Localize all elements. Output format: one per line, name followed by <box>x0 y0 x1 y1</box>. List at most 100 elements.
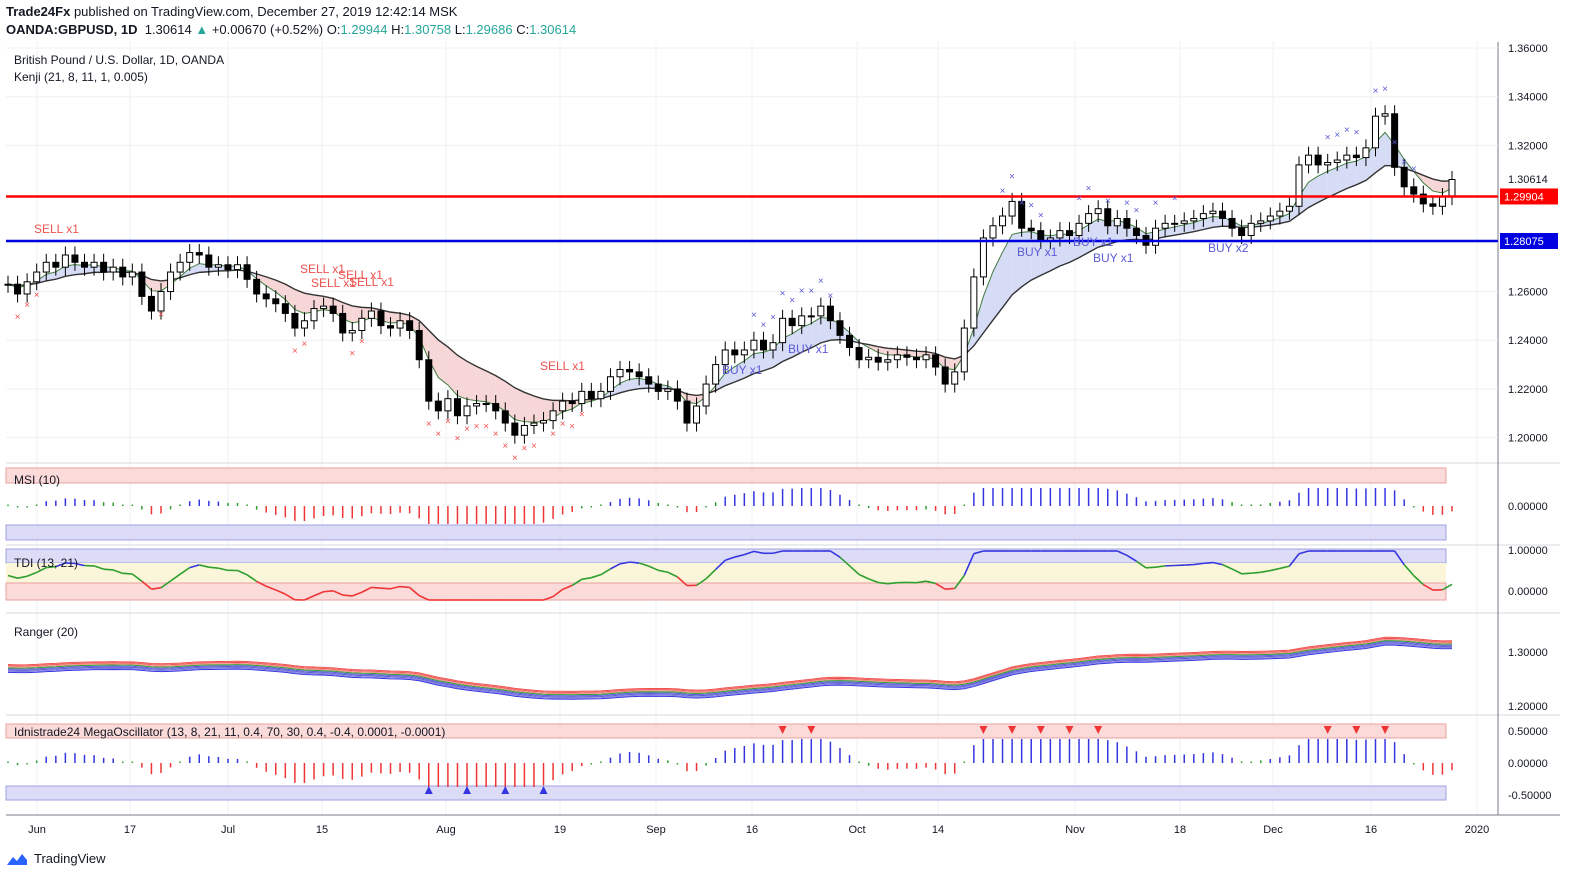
candle-body <box>195 252 203 256</box>
msi-title: MSI (10) <box>14 473 60 487</box>
tdi-line <box>1145 566 1156 569</box>
tdi-line <box>323 590 334 593</box>
candle-body <box>1266 215 1274 222</box>
tdi-line <box>1260 569 1271 574</box>
open-label: O: <box>326 22 341 37</box>
ranger-line <box>7 640 1453 696</box>
candle-body <box>683 400 691 424</box>
tdi-line <box>103 568 114 571</box>
kenji-cloud <box>1059 234 1070 267</box>
time-tick-label: Dec <box>1263 824 1283 836</box>
sell-signal-label: SELL x1 <box>311 276 356 290</box>
candle-body <box>300 320 308 329</box>
osc-tick: -0.50000 <box>1508 790 1551 802</box>
ranger-tick: 1.20000 <box>1508 701 1548 713</box>
candle-body <box>1314 154 1322 166</box>
tdi-line <box>848 565 860 576</box>
tdi-line <box>1422 583 1434 591</box>
osc-lower-band <box>5 785 1447 801</box>
tdi-line <box>371 586 382 589</box>
kenji-cloud <box>294 289 305 314</box>
kenji-cloud <box>1327 167 1338 198</box>
kenji-cloud <box>744 353 754 379</box>
candle-body <box>1171 222 1179 225</box>
tdi-line <box>208 566 219 569</box>
candle-body <box>836 320 844 336</box>
tdi-tick: 1.00000 <box>1508 545 1548 557</box>
sell-marker: × <box>435 429 441 440</box>
tdi-line <box>1393 550 1405 566</box>
kenji-cloud <box>428 330 439 378</box>
kenji-cloud <box>524 392 534 423</box>
osc-sell-triangle <box>1036 726 1045 734</box>
candle-body <box>157 291 165 312</box>
buy-marker: × <box>1172 193 1178 204</box>
candle-body <box>865 356 873 361</box>
sell-marker: × <box>483 422 489 433</box>
candle-body <box>482 403 490 406</box>
candle-body <box>740 349 748 356</box>
kenji-cloud <box>820 317 831 343</box>
kenji-cloud <box>1002 234 1013 308</box>
kenji-cloud <box>514 387 525 422</box>
tdi-line <box>1126 554 1137 562</box>
tdi-line <box>390 585 401 590</box>
sell-marker: × <box>560 419 566 430</box>
candle-body <box>100 261 108 273</box>
tradingview-footer[interactable]: TradingView <box>6 851 106 866</box>
kenji-cloud <box>1337 163 1347 194</box>
tdi-line <box>581 576 592 581</box>
buy-marker: × <box>1353 128 1359 139</box>
publisher-name[interactable]: Trade24Fx <box>6 4 71 19</box>
tdi-mid-band <box>6 563 1446 583</box>
candle-body <box>186 252 194 263</box>
tdi-line <box>1298 550 1309 555</box>
candle-body <box>1362 147 1370 159</box>
candle-body <box>453 398 461 417</box>
tdi-line <box>36 566 47 574</box>
osc-buy-triangle <box>539 786 548 794</box>
tdi-line <box>151 586 162 590</box>
tdi-line <box>705 568 717 580</box>
msi-tick: 0.00000 <box>1508 501 1548 513</box>
sell-marker: × <box>474 422 480 433</box>
candle-body <box>1104 208 1112 227</box>
sell-signal-label: SELL x1 <box>338 268 383 282</box>
close-label: C: <box>516 22 530 37</box>
tdi-line <box>93 565 104 570</box>
candle-body <box>779 317 787 344</box>
tdi-line <box>1241 572 1252 575</box>
osc-tick: 0.00000 <box>1508 758 1548 770</box>
tdi-line <box>332 590 344 596</box>
candle-body <box>291 312 299 329</box>
candle-body <box>846 334 854 349</box>
candle-body <box>903 354 911 358</box>
kenji-cloud <box>1212 216 1223 228</box>
candle-body <box>262 293 270 300</box>
candle-body <box>1429 203 1437 207</box>
tdi-line <box>945 587 955 590</box>
kenji-cloud <box>1050 234 1060 271</box>
candle-body <box>769 342 777 351</box>
time-tick-label: 15 <box>316 824 328 836</box>
sell-signal-label: SELL x1 <box>349 275 394 289</box>
candle-body <box>42 261 50 273</box>
candle-body <box>989 225 997 239</box>
tdi-line <box>170 573 181 582</box>
sell-marker: × <box>579 409 585 420</box>
tdi-line <box>1442 583 1453 591</box>
candle-body <box>1295 164 1303 207</box>
candle-body <box>922 354 930 361</box>
osc-sell-triangle <box>1065 726 1074 734</box>
price-tick-label: 1.32000 <box>1508 140 1548 152</box>
kenji-cloud <box>266 276 276 293</box>
sell-marker: × <box>521 443 527 454</box>
candle-body <box>1324 161 1332 166</box>
candle-body <box>530 422 538 426</box>
candle-body <box>807 315 815 318</box>
candle-body <box>329 305 337 314</box>
candle-body <box>387 325 395 329</box>
buy-marker: × <box>1134 206 1140 217</box>
candle-body <box>119 266 127 278</box>
